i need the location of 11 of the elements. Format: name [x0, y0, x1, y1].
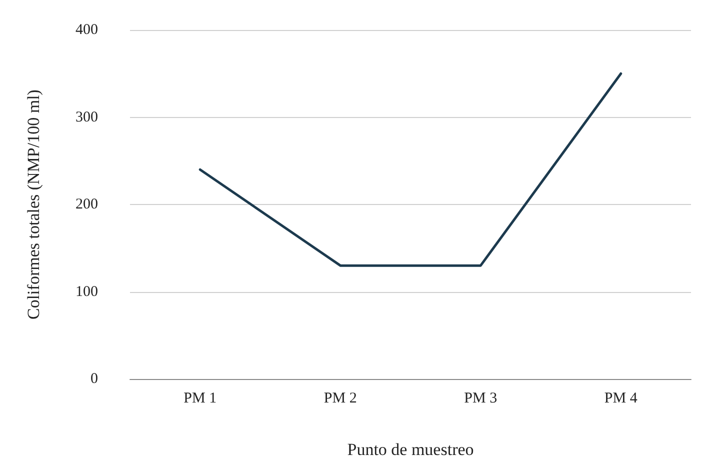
- x-tick-label: PM 4: [604, 390, 638, 406]
- y-tick-label: 100: [76, 284, 98, 300]
- y-axis-title: Coliformes totales (NMP/100 ml): [24, 90, 43, 320]
- y-tick-label: 0: [90, 371, 98, 387]
- y-tick-label: 400: [76, 22, 98, 38]
- x-tick-label: PM 2: [324, 390, 357, 406]
- y-tick-label: 300: [76, 109, 98, 126]
- x-tick-label: PM 1: [184, 390, 217, 406]
- y-tick-label: 200: [76, 196, 98, 212]
- x-tick-label: PM 3: [464, 390, 498, 406]
- x-axis-title: Punto de muestreo: [347, 440, 474, 459]
